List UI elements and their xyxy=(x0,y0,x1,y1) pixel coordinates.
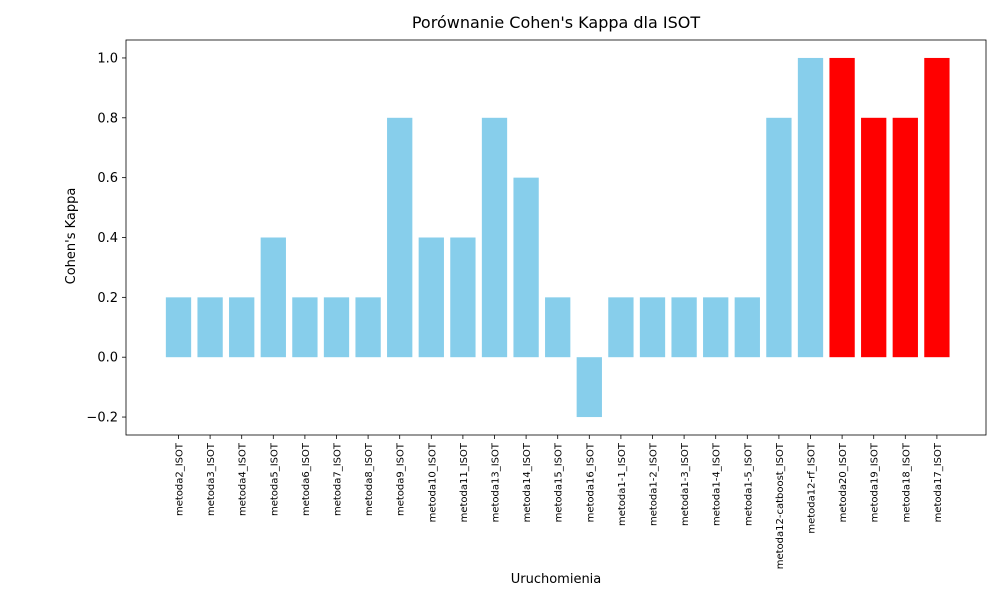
y-tick-label: 0.6 xyxy=(97,171,118,186)
bar-metoda4_ISOT xyxy=(229,297,254,357)
bar-metoda8_ISOT xyxy=(355,297,380,357)
bar-metoda13_ISOT xyxy=(482,118,507,357)
y-tick-label: 0.4 xyxy=(97,231,118,246)
x-tick-label: metoda20_ISOT xyxy=(838,442,849,522)
bar-metoda12-rf_ISOT xyxy=(798,58,823,357)
bar-metoda12-catboost_ISOT xyxy=(766,118,791,357)
bar-metoda15_ISOT xyxy=(545,297,570,357)
bar-metoda3_ISOT xyxy=(197,297,222,357)
bar-metoda1-2_ISOT xyxy=(640,297,665,357)
x-tick-label: metoda17_ISOT xyxy=(933,442,944,522)
y-axis-label: Cohen's Kappa xyxy=(64,188,79,285)
x-tick-label: metoda18_ISOT xyxy=(901,442,912,522)
y-tick-label: 0.2 xyxy=(97,291,118,306)
bar-metoda9_ISOT xyxy=(387,118,412,357)
x-tick-label: metoda2_ISOT xyxy=(175,442,186,516)
x-tick-label: metoda12-rf_ISOT xyxy=(807,442,818,534)
bar-metoda17_ISOT xyxy=(924,58,949,357)
x-tick-label: metoda1-3_ISOT xyxy=(680,442,691,526)
bar-metoda19_ISOT xyxy=(861,118,886,357)
bar-metoda1-5_ISOT xyxy=(735,297,760,357)
x-tick-label: metoda14_ISOT xyxy=(522,442,533,522)
x-tick-label: metoda19_ISOT xyxy=(870,442,881,522)
x-tick-label: metoda1-4_ISOT xyxy=(712,442,723,526)
bar-metoda14_ISOT xyxy=(513,178,538,358)
bar-metoda20_ISOT xyxy=(829,58,854,357)
y-tick-label: 0.0 xyxy=(97,351,118,366)
x-tick-label: metoda3_ISOT xyxy=(206,442,217,516)
x-tick-label: metoda9_ISOT xyxy=(396,442,407,516)
bar-metoda16_ISOT xyxy=(577,357,602,417)
x-tick-label: metoda13_ISOT xyxy=(491,442,502,522)
x-tick-label: metoda8_ISOT xyxy=(364,442,375,516)
y-tick-label: 1.0 xyxy=(97,51,118,66)
bar-metoda10_ISOT xyxy=(419,238,444,358)
bar-metoda7_ISOT xyxy=(324,297,349,357)
bar-metoda1-3_ISOT xyxy=(671,297,696,357)
x-tick-label: metoda1-2_ISOT xyxy=(649,442,660,526)
x-tick-label: metoda7_ISOT xyxy=(333,442,344,516)
y-tick-label: −0.2 xyxy=(86,411,118,426)
chart-title: Porównanie Cohen's Kappa dla ISOT xyxy=(412,13,701,32)
x-tick-label: metoda5_ISOT xyxy=(269,442,280,516)
plot-frame xyxy=(126,40,986,435)
x-tick-label: metoda15_ISOT xyxy=(554,442,565,522)
x-axis-label: Uruchomienia xyxy=(511,572,602,587)
x-tick-label: metoda16_ISOT xyxy=(585,442,596,522)
bar-metoda5_ISOT xyxy=(261,238,286,358)
x-tick-label: metoda12-catboost_ISOT xyxy=(775,442,786,569)
bar-metoda6_ISOT xyxy=(292,297,317,357)
bar-metoda18_ISOT xyxy=(893,118,918,357)
x-tick-label: metoda1-5_ISOT xyxy=(743,442,754,526)
y-tick-label: 0.8 xyxy=(97,111,118,126)
x-tick-label: metoda10_ISOT xyxy=(427,442,438,522)
bar-metoda1-4_ISOT xyxy=(703,297,728,357)
bars-layer xyxy=(166,58,950,417)
bar-metoda11_ISOT xyxy=(450,238,475,358)
bar-metoda1-1_ISOT xyxy=(608,297,633,357)
x-tick-label: metoda1-1_ISOT xyxy=(617,442,628,526)
x-tick-label: metoda11_ISOT xyxy=(459,442,470,522)
bar-metoda2_ISOT xyxy=(166,297,191,357)
x-tick-label: metoda4_ISOT xyxy=(238,442,249,516)
axes-layer xyxy=(126,40,986,435)
x-tick-label: metoda6_ISOT xyxy=(301,442,312,516)
